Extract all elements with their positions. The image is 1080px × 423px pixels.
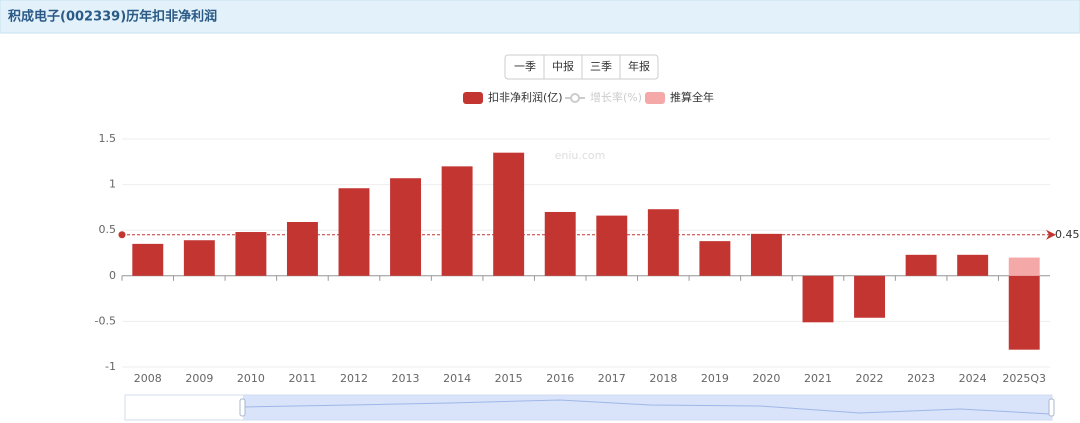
mark-line-start bbox=[118, 231, 126, 239]
bar bbox=[544, 211, 576, 276]
legend-icon bbox=[463, 92, 483, 104]
y-tick-label: 0 bbox=[109, 269, 116, 282]
watermark: eniu.com bbox=[555, 149, 606, 162]
slider-window[interactable] bbox=[243, 395, 1052, 420]
x-tick-label: 2013 bbox=[392, 372, 420, 385]
bar bbox=[235, 232, 267, 276]
bar bbox=[699, 241, 731, 276]
header-title: 积成电子(002339)历年扣非净利润 bbox=[8, 9, 217, 25]
x-tick-label: 2019 bbox=[701, 372, 729, 385]
x-tick-label: 2023 bbox=[907, 372, 935, 385]
x-tick-label: 2020 bbox=[752, 372, 780, 385]
legend-icon bbox=[570, 93, 580, 103]
period-buttons: 一季 中报 三季 年报 bbox=[504, 54, 659, 80]
bar bbox=[183, 240, 215, 276]
y-tick-label: -0.5 bbox=[95, 314, 116, 327]
x-tick-label: 2008 bbox=[134, 372, 162, 385]
y-tick-label: 1 bbox=[109, 178, 116, 191]
legend-label: 推算全年 bbox=[670, 90, 714, 104]
x-tick-label: 2021 bbox=[804, 372, 832, 385]
bar bbox=[338, 188, 370, 276]
bar bbox=[957, 254, 989, 276]
zoom-slider bbox=[124, 394, 1055, 421]
bar bbox=[854, 275, 886, 318]
bar bbox=[390, 178, 422, 276]
slider-handle[interactable] bbox=[1048, 398, 1055, 417]
x-tick-label: 2018 bbox=[649, 372, 677, 385]
bar bbox=[750, 233, 782, 276]
bar bbox=[596, 215, 628, 276]
legend-label: 扣非净利润(亿) bbox=[488, 90, 563, 104]
x-tick-label: 2011 bbox=[288, 372, 316, 385]
bar bbox=[493, 152, 525, 276]
x-tick-label: 2025Q3 bbox=[1002, 372, 1046, 385]
x-tick-label: 2016 bbox=[546, 372, 574, 385]
button[interactable]: 一季 bbox=[514, 60, 536, 73]
mark-line-arrow bbox=[1046, 229, 1056, 240]
x-tick-label: 2012 bbox=[340, 372, 368, 385]
x-tick-label: 2017 bbox=[598, 372, 626, 385]
bar bbox=[1008, 275, 1040, 350]
bar bbox=[647, 209, 679, 276]
button[interactable]: 中报 bbox=[552, 59, 574, 73]
y-tick-label: 1.5 bbox=[99, 132, 117, 145]
x-tick-label: 2015 bbox=[495, 372, 523, 385]
bar bbox=[1008, 257, 1040, 276]
x-tick-label: 2009 bbox=[185, 372, 213, 385]
button[interactable]: 年报 bbox=[628, 59, 650, 73]
x-tick-label: 2022 bbox=[856, 372, 884, 385]
x-tick-label: 2024 bbox=[959, 372, 987, 385]
x-tick-label: 2010 bbox=[237, 372, 265, 385]
mark-line-label: 0.45 bbox=[1055, 228, 1080, 241]
y-tick-label: 0.5 bbox=[99, 223, 117, 236]
bar bbox=[286, 221, 318, 276]
legend-label: 增长率(%) bbox=[590, 90, 642, 104]
bar bbox=[905, 254, 937, 276]
bar bbox=[441, 166, 473, 276]
slider-preview bbox=[242, 399, 1051, 415]
x-tick-label: 2014 bbox=[443, 372, 471, 385]
legend-icon bbox=[645, 92, 665, 104]
bar bbox=[132, 243, 164, 276]
header-bar bbox=[0, 0, 1080, 34]
button[interactable]: 三季 bbox=[590, 60, 612, 73]
bar bbox=[802, 275, 834, 323]
slider-handle[interactable] bbox=[239, 398, 246, 417]
y-tick-label: -1 bbox=[105, 360, 116, 373]
